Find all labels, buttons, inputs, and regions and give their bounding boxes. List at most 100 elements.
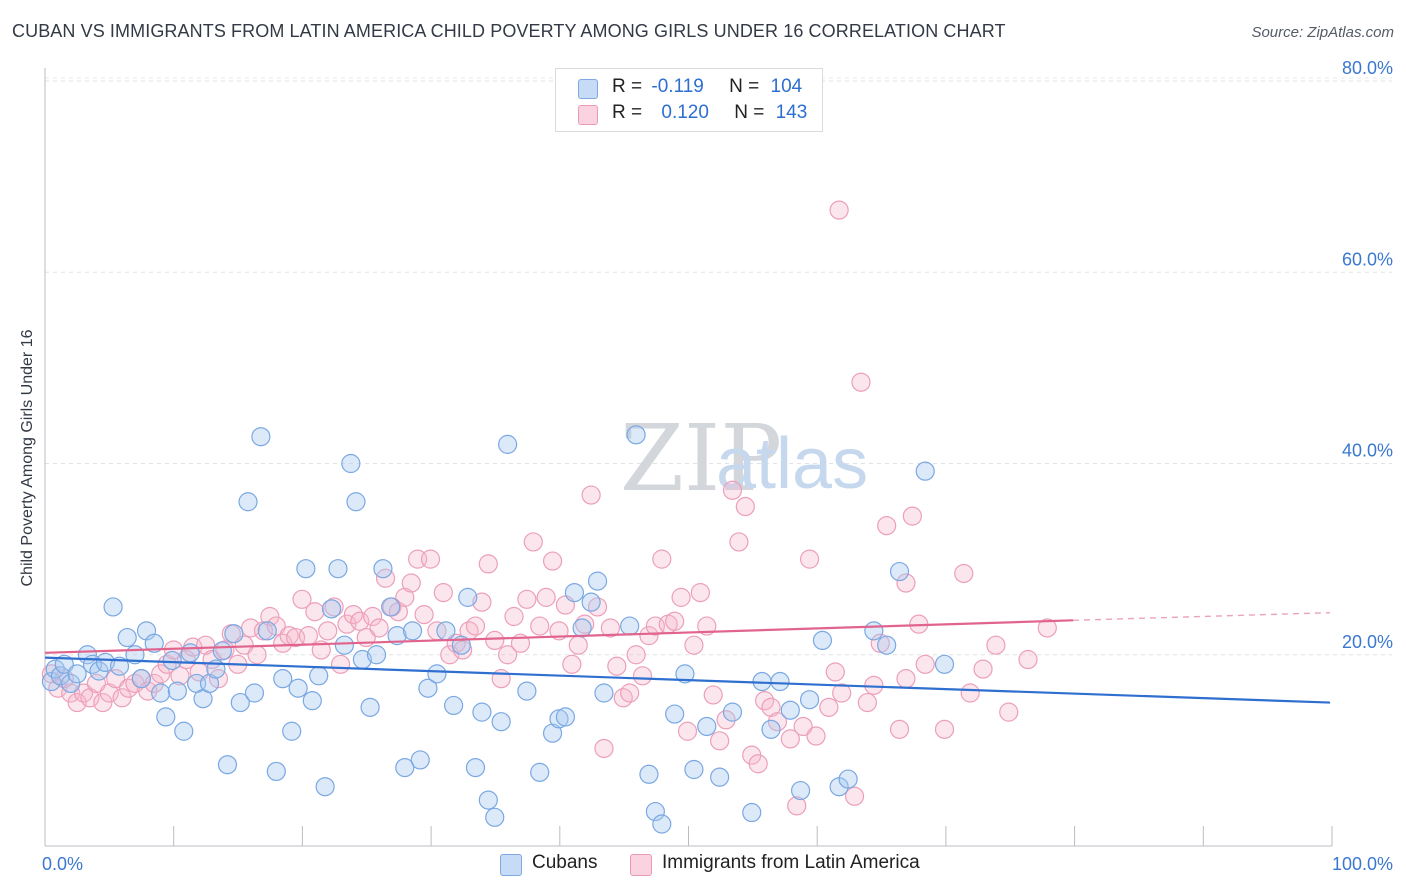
cubans-point [436, 621, 456, 641]
cubans-point [491, 712, 511, 732]
cubans-point [395, 757, 415, 778]
cubans-point [224, 624, 244, 644]
legend-r-value: -0.119 [651, 76, 704, 97]
x-tick-label: 0.0% [42, 854, 83, 874]
cubans-point [373, 559, 393, 579]
legend-swatch-latin [578, 105, 598, 125]
cubans-point [517, 681, 537, 701]
cubans-point [530, 762, 550, 782]
latin-point [292, 589, 312, 609]
cubans-point [67, 664, 87, 684]
cubans-point [799, 690, 820, 710]
latin-point [665, 611, 685, 631]
latin-point [485, 630, 505, 651]
latin-point [504, 606, 524, 627]
latin-point [363, 606, 383, 627]
cubans-point [581, 592, 601, 612]
cubans-point [478, 790, 498, 810]
latin-point [433, 582, 453, 603]
latin-point [767, 712, 788, 732]
cubans-point [321, 599, 342, 619]
latin-point [99, 683, 119, 703]
cubans-point [684, 759, 704, 780]
latin-point [915, 654, 935, 674]
latin-point [260, 606, 280, 627]
latin-point [420, 549, 441, 569]
latin-point [896, 573, 916, 593]
latin-point [889, 719, 910, 739]
latin-point [536, 587, 556, 607]
latin-point [523, 532, 543, 552]
latin-point [639, 626, 659, 646]
cubans-point [288, 678, 308, 698]
latin-point [67, 692, 87, 713]
legend-n-value: 143 [775, 102, 808, 123]
latin-trend-extension [1072, 611, 1331, 622]
cubans-point [418, 678, 438, 698]
trend-layer [44, 611, 1331, 704]
latin-point [395, 587, 415, 607]
legend-n-label: N = [734, 102, 765, 123]
latin-point [806, 726, 826, 746]
latin-point [793, 716, 813, 737]
latin-point [954, 563, 974, 584]
latin-point [851, 372, 871, 392]
latin-point [761, 697, 781, 717]
cubans-point [915, 461, 935, 481]
tick-label-layer: 20.0% 40.0% 60.0% 80.0% 0.0% 100.0% [42, 58, 1393, 874]
latin-point [652, 549, 672, 569]
latin-point [607, 656, 627, 676]
cubans-point [109, 656, 130, 676]
latin-point [330, 654, 351, 674]
cubans-point [594, 683, 614, 703]
cubans-point [309, 666, 329, 686]
bottom-legend-label-latin: Immigrants from Latin America [662, 852, 920, 873]
cubans-point [934, 654, 955, 674]
latin-point [157, 654, 177, 674]
latin-point [106, 669, 126, 689]
cubans-point [282, 721, 302, 741]
latin-point [600, 618, 621, 638]
cubans-point [167, 681, 187, 701]
cubans-point [410, 750, 430, 770]
y-tick-label: 20.0% [1342, 632, 1393, 652]
cubans-point [199, 673, 220, 694]
cubans-point [572, 618, 592, 638]
cubans-point [156, 707, 176, 727]
correlation-legend: R = -0.119 N = 104 R = 0.120 N = 143 [555, 68, 823, 132]
cubans-point [458, 587, 478, 607]
bottom-legend-swatch-latin [630, 854, 652, 876]
cubans-point [257, 621, 277, 641]
cubans-point [315, 777, 335, 797]
latin-point [934, 719, 955, 739]
cubans-point [626, 425, 646, 445]
legend-text-latin: R = 0.120 N = 143 [612, 102, 807, 124]
cubans-point [50, 666, 71, 686]
cubans-point [710, 767, 730, 787]
cubans-point [780, 700, 800, 720]
series-cubans-points [41, 425, 955, 834]
legend-n-value: 104 [770, 76, 803, 97]
latin-point [735, 496, 755, 517]
x-tick-label: 100.0% [1332, 854, 1393, 874]
latin-point [729, 532, 749, 552]
latin-point [799, 549, 820, 569]
y-tick-label: 60.0% [1342, 249, 1393, 269]
cubans-point [387, 626, 407, 646]
latin-point [350, 611, 370, 631]
chart-source: Source: ZipAtlas.com [1251, 24, 1394, 41]
latin-point [170, 666, 190, 686]
cubans-point [770, 671, 790, 692]
legend-n-label: N = [729, 76, 760, 97]
cubans-point [302, 691, 322, 711]
cubans-point [296, 559, 316, 579]
watermark-zip: ZIP [620, 405, 782, 512]
latin-point [703, 685, 723, 705]
latin-point [671, 587, 691, 607]
cubans-point [266, 761, 286, 782]
y-tick-label: 40.0% [1342, 441, 1393, 461]
cubans-point [334, 635, 355, 655]
cubans-point [877, 635, 897, 655]
cubans-point [217, 755, 238, 775]
